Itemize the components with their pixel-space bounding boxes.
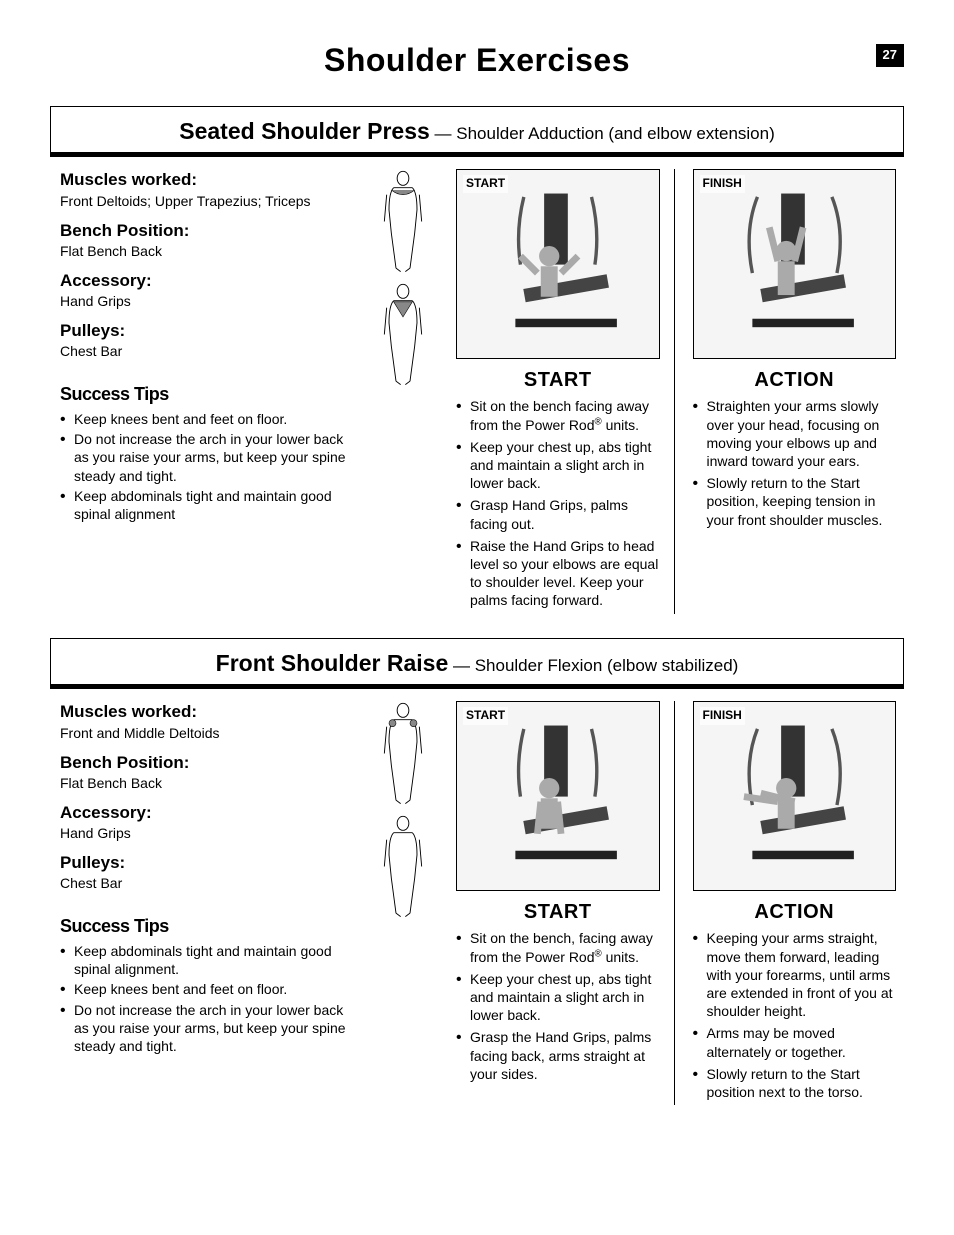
pulleys-value: Chest Bar — [60, 342, 350, 360]
action-steps: Keeping your arms straight, move them fo… — [693, 929, 897, 1101]
step-item: Keep your chest up, abs tight and mainta… — [456, 970, 660, 1025]
pulleys-label: Pulleys: — [60, 320, 350, 342]
start-column: START START Sit on the bench facing away… — [456, 169, 675, 613]
start-column: START START Sit on the bench, facing awa… — [456, 701, 675, 1105]
accessory-label: Accessory: — [60, 270, 350, 292]
finish-image: FINISH — [693, 701, 897, 891]
anatomy-back-icon — [378, 282, 428, 387]
anatomy-column — [368, 169, 438, 613]
tip-item: Do not increase the arch in your lower b… — [60, 1001, 350, 1056]
step-item: Keeping your arms straight, move them fo… — [693, 929, 897, 1020]
exercise-header: Seated Shoulder Press — Shoulder Adducti… — [50, 106, 904, 153]
finish-tag: FINISH — [700, 707, 745, 725]
anatomy-front-icon — [378, 701, 428, 806]
start-image: START — [456, 701, 660, 891]
anatomy-back-icon — [378, 814, 428, 919]
page-number: 27 — [876, 44, 904, 67]
bench-value: Flat Bench Back — [60, 242, 350, 260]
step-item: Straighten your arms slowly over your he… — [693, 397, 897, 470]
action-heading: ACTION — [693, 899, 897, 925]
tips-list: Keep abdominals tight and maintain good … — [60, 942, 350, 1055]
start-heading: START — [456, 899, 660, 925]
action-heading: ACTION — [693, 367, 897, 393]
muscles-label: Muscles worked: — [60, 701, 350, 723]
action-column: FINISH ACTION Straighten your arms slowl… — [693, 169, 905, 613]
tip-item: Do not increase the arch in your lower b… — [60, 430, 350, 485]
bench-value: Flat Bench Back — [60, 774, 350, 792]
step-item: Arms may be moved alternately or togethe… — [693, 1024, 897, 1060]
tip-item: Keep knees bent and feet on floor. — [60, 980, 350, 998]
tips-heading: Success Tips — [60, 915, 350, 938]
step-item: Slowly return to the Start position, kee… — [693, 474, 897, 529]
start-steps: Sit on the bench facing away from the Po… — [456, 397, 660, 609]
start-tag: START — [463, 175, 508, 193]
anatomy-front-icon — [378, 169, 428, 274]
start-heading: START — [456, 367, 660, 393]
start-steps: Sit on the bench, facing away from the P… — [456, 929, 660, 1083]
action-column: FINISH ACTION Keeping your arms straight… — [693, 701, 905, 1105]
pulleys-value: Chest Bar — [60, 874, 350, 892]
finish-tag: FINISH — [700, 175, 745, 193]
action-steps: Straighten your arms slowly over your he… — [693, 397, 897, 528]
start-image: START — [456, 169, 660, 359]
tips-heading: Success Tips — [60, 383, 350, 406]
anatomy-column — [368, 701, 438, 1105]
exercise-header: Front Shoulder Raise — Shoulder Flexion … — [50, 638, 904, 685]
specs-column: Muscles worked: Front and Middle Deltoid… — [60, 701, 350, 1105]
exercise-name: Front Shoulder Raise — [216, 650, 449, 676]
accessory-value: Hand Grips — [60, 824, 350, 842]
divider — [50, 684, 904, 689]
muscles-value: Front Deltoids; Upper Trapezius; Triceps — [60, 192, 350, 210]
page-title: Shoulder Exercises — [50, 40, 904, 82]
machine-icon — [467, 180, 648, 349]
finish-image: FINISH — [693, 169, 897, 359]
exercise-block: Seated Shoulder Press — Shoulder Adducti… — [50, 106, 904, 638]
step-item: Grasp Hand Grips, palms facing out. — [456, 496, 660, 532]
step-item: Raise the Hand Grips to head level so yo… — [456, 537, 660, 610]
step-item: Slowly return to the Start position next… — [693, 1065, 897, 1101]
step-item: Grasp the Hand Grips, palms facing back,… — [456, 1028, 660, 1083]
tip-item: Keep knees bent and feet on floor. — [60, 410, 350, 428]
start-tag: START — [463, 707, 508, 725]
tips-list: Keep knees bent and feet on floor. Do no… — [60, 410, 350, 523]
machine-icon — [704, 180, 885, 349]
step-item: Sit on the bench, facing away from the P… — [456, 929, 660, 965]
tip-item: Keep abdominals tight and maintain good … — [60, 942, 350, 978]
pulleys-label: Pulleys: — [60, 852, 350, 874]
divider — [50, 152, 904, 157]
exercise-subtitle: — Shoulder Adduction (and elbow extensio… — [435, 124, 775, 143]
specs-column: Muscles worked: Front Deltoids; Upper Tr… — [60, 169, 350, 613]
tip-item: Keep abdominals tight and maintain good … — [60, 487, 350, 523]
bench-label: Bench Position: — [60, 220, 350, 242]
machine-icon — [467, 712, 648, 881]
exercise-subtitle: — Shoulder Flexion (elbow stabilized) — [453, 656, 738, 675]
accessory-label: Accessory: — [60, 802, 350, 824]
muscles-value: Front and Middle Deltoids — [60, 724, 350, 742]
accessory-value: Hand Grips — [60, 292, 350, 310]
exercise-block: Front Shoulder Raise — Shoulder Flexion … — [50, 638, 904, 1130]
bench-label: Bench Position: — [60, 752, 350, 774]
step-item: Keep your chest up, abs tight and mainta… — [456, 438, 660, 493]
step-item: Sit on the bench facing away from the Po… — [456, 397, 660, 433]
machine-icon — [704, 712, 885, 881]
exercise-name: Seated Shoulder Press — [179, 118, 430, 144]
muscles-label: Muscles worked: — [60, 169, 350, 191]
